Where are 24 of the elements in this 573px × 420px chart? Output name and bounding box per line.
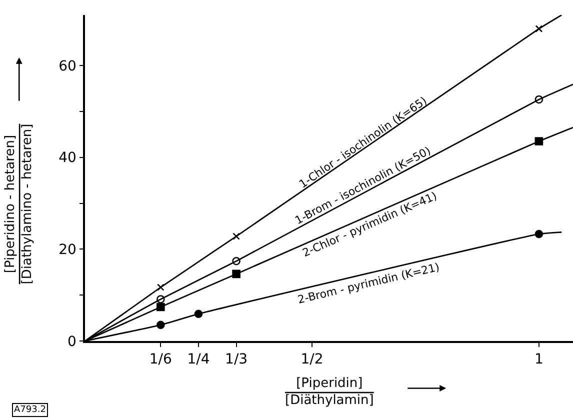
point: [157, 284, 164, 291]
x-tick-label: 1/3: [225, 352, 248, 368]
point: [194, 310, 203, 318]
point: [156, 295, 165, 304]
point: [535, 25, 543, 32]
x-axis-title: [Piperidin] [Diäthylamin]: [285, 376, 374, 408]
x-tick-label: 1/4: [187, 352, 210, 368]
x-tick-label: 1/6: [149, 352, 172, 368]
x-tick-label: 1: [534, 352, 544, 368]
point: [534, 230, 544, 238]
y-tick-label: 40: [58, 150, 76, 166]
point: [156, 302, 165, 312]
point: [232, 256, 240, 266]
point: [534, 95, 544, 104]
point: [534, 137, 544, 146]
y-tick-label: 60: [58, 58, 76, 74]
y-tick-label: 20: [58, 242, 76, 258]
point: [156, 320, 165, 330]
point: [232, 232, 240, 240]
text: A793.2: [14, 405, 46, 415]
point: [232, 270, 240, 278]
y-tick-label: 0: [68, 334, 76, 350]
x-tick-label: 1/2: [300, 352, 324, 368]
y-axis-title: [Piperidino - hetaren] [Diathylamino - hetaren]: [3, 124, 35, 284]
